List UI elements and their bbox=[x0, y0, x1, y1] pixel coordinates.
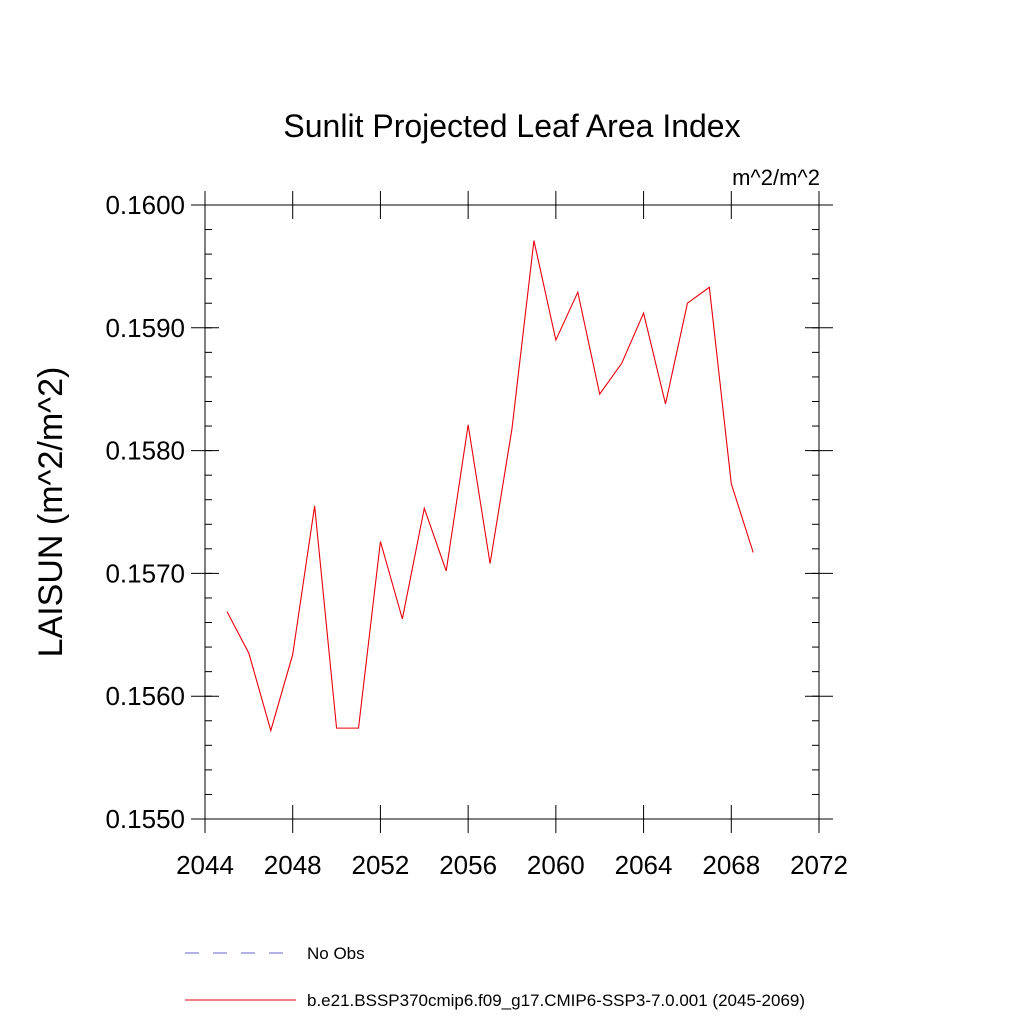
series-layer bbox=[226, 240, 754, 733]
x-tick-label: 2056 bbox=[439, 850, 497, 880]
x-tick-label: 2072 bbox=[790, 850, 848, 880]
legend: No Obs b.e21.BSSP370cmip6.f09_g17.CMIP6-… bbox=[185, 944, 805, 1010]
y-tick-label: 0.1570 bbox=[105, 558, 185, 588]
units-label: m^2/m^2 bbox=[732, 165, 820, 190]
y-tick-label: 0.1590 bbox=[105, 313, 185, 343]
chart-title: Sunlit Projected Leaf Area Index bbox=[283, 108, 740, 144]
x-tick-label: 2048 bbox=[264, 850, 322, 880]
axis-ticks bbox=[191, 191, 833, 833]
y-tick-label: 0.1550 bbox=[105, 804, 185, 834]
y-tick-label: 0.1580 bbox=[105, 436, 185, 466]
x-tick-label: 2044 bbox=[176, 850, 234, 880]
legend-label-no-obs: No Obs bbox=[307, 944, 365, 963]
plot-frame bbox=[204, 204, 820, 820]
legend-label-model: b.e21.BSSP370cmip6.f09_g17.CMIP6-SSP3-7.… bbox=[307, 991, 805, 1010]
x-tick-label: 2064 bbox=[615, 850, 673, 880]
x-tick-label: 2060 bbox=[527, 850, 585, 880]
y-axis-label: LAISUN (m^2/m^2) bbox=[32, 367, 70, 658]
y-tick-label: 0.1600 bbox=[105, 190, 185, 220]
y-tick-label: 0.1560 bbox=[105, 681, 185, 711]
x-tick-labels: 2044 2048 2052 2056 2060 2064 2068 2072 bbox=[176, 850, 848, 880]
x-tick-label: 2068 bbox=[702, 850, 760, 880]
x-tick-label: 2052 bbox=[352, 850, 410, 880]
y-tick-labels: 0.1550 0.1560 0.1570 0.1580 0.1590 0.1600 bbox=[105, 190, 185, 834]
series-line bbox=[226, 240, 754, 733]
